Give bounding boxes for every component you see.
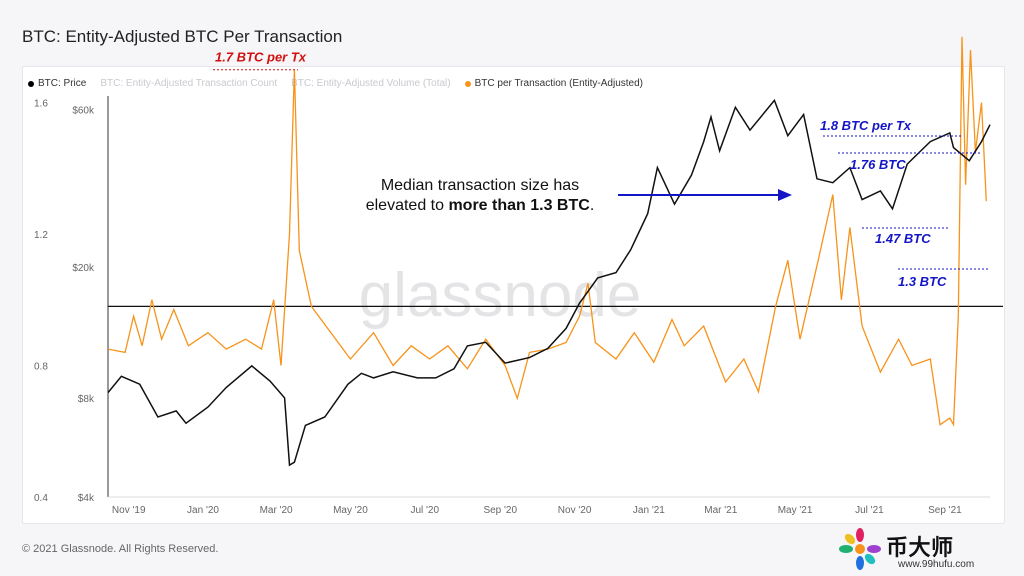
left-tick-label: 1.2 (34, 230, 48, 241)
callout-line-1: Median transaction size has (381, 177, 579, 194)
x-tick-label: Jul '21 (855, 505, 884, 516)
x-tick-label: Sep '20 (483, 505, 517, 516)
x-tick-label: Jul '20 (410, 505, 439, 516)
flower-logo-icon (839, 528, 881, 570)
logo-url: www.99hufu.com (898, 559, 975, 570)
price-tick-label: $8k (78, 394, 95, 405)
left-tick-label: 0.8 (34, 362, 48, 373)
legend-dot-btc-per-tx (464, 80, 471, 87)
x-tick-label: Jan '20 (187, 505, 219, 516)
logo-brand: 币大师 (886, 535, 954, 560)
legend-label-volume: BTC: Entity-Adjusted Volume (Total) (291, 78, 451, 89)
x-tick-label: May '21 (778, 505, 813, 516)
x-tick-label: Sep '21 (928, 505, 962, 516)
callout-arrow-head-icon (778, 189, 792, 201)
annotation-label-1-7: 1.7 BTC per Tx (215, 50, 307, 65)
watermark-text: glassnode (359, 261, 642, 330)
legend-label-price: BTC: Price (38, 78, 87, 89)
annotation-label-1-76: 1.76 BTC (850, 157, 906, 172)
x-tick-label: Nov '19 (112, 505, 146, 516)
watermark: glassnode (359, 261, 642, 330)
callout-suffix: . (590, 197, 594, 214)
x-tick-label: Mar '20 (260, 505, 293, 516)
price-line (107, 98, 991, 467)
legend-item-price[interactable]: BTC: Price (28, 78, 86, 89)
x-tick-label: May '20 (333, 505, 368, 516)
site-logo: 币大师 www.99hufu.com (836, 526, 1006, 572)
x-tick-label: Mar '21 (704, 505, 737, 516)
annotation-label-1-47: 1.47 BTC (875, 231, 931, 246)
annotation-label-1-8: 1.8 BTC per Tx (820, 118, 912, 133)
legend-label-tx-count: BTC: Entity-Adjusted Transaction Count (100, 78, 278, 89)
price-tick-label: $20k (72, 263, 95, 274)
callout-bold: more than 1.3 BTC (448, 197, 590, 214)
copyright: © 2021 Glassnode. All Rights Reserved. (22, 543, 219, 555)
legend-label-btc-per-tx: BTC per Transaction (Entity-Adjusted) (474, 78, 644, 89)
left-tick-label: 0.4 (34, 493, 48, 504)
left-tick-label: 1.6 (34, 99, 48, 110)
legend-item-tx-count[interactable]: BTC: Entity-Adjusted Transaction Count (100, 78, 277, 89)
callout-prefix: elevated to (366, 197, 449, 214)
price-tick-label: $4k (78, 493, 95, 504)
x-tick-label: Jan '21 (633, 505, 665, 516)
legend: BTC: Price BTC: Entity-Adjusted Transact… (28, 78, 643, 89)
chart-title: BTC: Entity-Adjusted BTC Per Transaction (22, 27, 343, 46)
annotation-label-1-3: 1.3 BTC (898, 274, 947, 289)
callout-line-2: elevated to more than 1.3 BTC. (366, 197, 595, 214)
btc-per-tx-line (107, 36, 987, 428)
legend-item-volume[interactable]: BTC: Entity-Adjusted Volume (Total) (291, 78, 451, 89)
legend-item-btc-per-tx[interactable]: BTC per Transaction (Entity-Adjusted) (464, 78, 644, 89)
price-tick-label: $60k (72, 106, 95, 117)
x-tick-label: Nov '20 (558, 505, 592, 516)
legend-dot-price (28, 80, 34, 87)
